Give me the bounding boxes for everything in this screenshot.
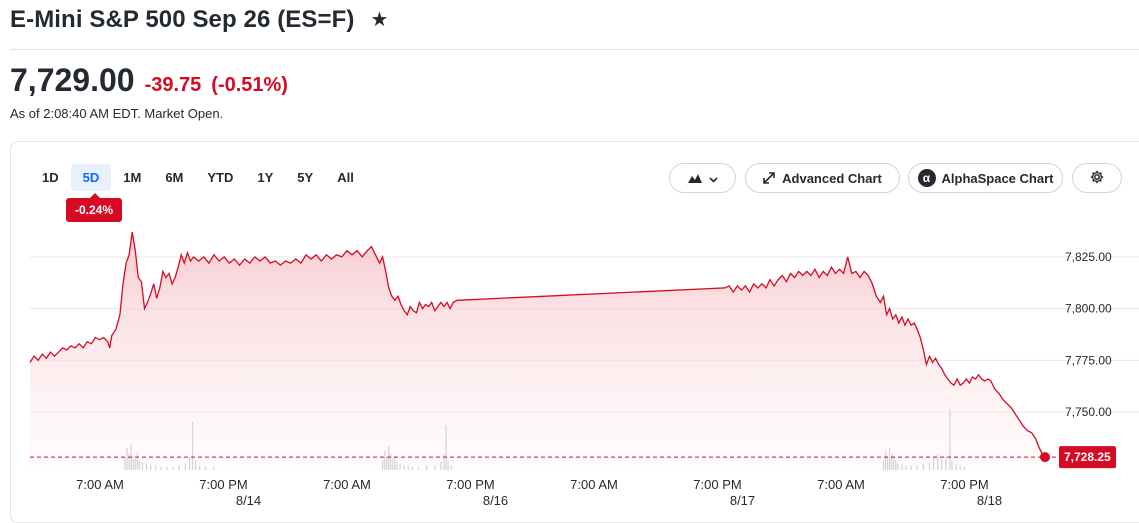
- y-tick-label: 7,775.00: [1065, 353, 1112, 367]
- advanced-chart-button[interactable]: Advanced Chart: [745, 163, 900, 193]
- last-price: 7,729.00: [10, 62, 135, 98]
- range-tab-6m[interactable]: 6M: [165, 170, 184, 185]
- range-change-badge: -0.24%: [66, 193, 122, 222]
- y-axis: 7,825.00 7,800.00 7,775.00 7,750.00: [1065, 250, 1112, 419]
- chevron-down-icon: [708, 171, 718, 186]
- last-price-dot: [1040, 452, 1050, 463]
- range-tab-all[interactable]: All: [337, 170, 354, 185]
- x-tick-label: 7:00 AM: [323, 477, 371, 492]
- price-change-percent: (-0.51%): [211, 74, 288, 96]
- x-tick-label: 7:00 PM: [693, 477, 741, 492]
- last-price-tag-text: 7,728.25: [1064, 450, 1111, 464]
- y-tick-label: 7,800.00: [1065, 302, 1112, 316]
- x-date-label: 8/18: [977, 493, 1002, 508]
- last-price-tag-bg: [1059, 446, 1116, 469]
- alphaspace-chart-button[interactable]: α AlphaSpace Chart: [908, 163, 1063, 193]
- page-title: E-Mini S&P 500 Sep 26 (ES=F): [10, 6, 355, 33]
- y-tick-label: 7,750.00: [1065, 405, 1112, 419]
- x-date-label: 8/16: [483, 493, 508, 508]
- range-tab-1d[interactable]: 1D: [42, 170, 59, 185]
- x-tick-label: 7:00 AM: [570, 477, 618, 492]
- expand-icon: [763, 172, 775, 184]
- last-price-tag: 7,728.25: [1059, 446, 1116, 469]
- header-divider: [10, 49, 1139, 50]
- alphaspace-icon: α: [917, 169, 936, 187]
- x-tick-label: 7:00 PM: [199, 477, 247, 492]
- range-tab-5y[interactable]: 5Y: [297, 170, 314, 185]
- advanced-chart-label: Advanced Chart: [782, 170, 882, 186]
- x-date-label: 8/17: [730, 493, 755, 508]
- star-icon[interactable]: ★: [370, 9, 389, 31]
- price-change: -39.75: [144, 74, 202, 96]
- price-area: [30, 232, 1045, 470]
- x-axis: 7:00 AM 7:00 PM8/147:00 AM 7:00 PM8/167:00…: [76, 477, 1002, 508]
- range-tabs: 1D 5D 1M 6M YTD 1Y 5Y All: [30, 164, 366, 191]
- x-tick-label: 7:00 PM: [446, 477, 494, 492]
- price-line: [29, 231, 1046, 458]
- range-tab-1y[interactable]: 1Y: [257, 170, 274, 185]
- chart-settings-button[interactable]: [1072, 163, 1122, 193]
- mountain-chart-icon: [687, 173, 702, 183]
- chart-type-button[interactable]: [669, 163, 736, 193]
- range-tab-1m[interactable]: 1M: [123, 170, 142, 185]
- x-tick-label: 7:00 AM: [817, 477, 865, 492]
- price-row: 7,729.00 -39.75 (-0.51%): [10, 62, 288, 99]
- range-tab-5d[interactable]: 5D: [70, 164, 112, 191]
- title-row: E-Mini S&P 500 Sep 26 (ES=F) ★: [10, 6, 388, 34]
- x-date-label: 8/14: [236, 493, 261, 508]
- gear-icon: [1090, 170, 1104, 187]
- alphaspace-chart-label: AlphaSpace Chart: [941, 170, 1054, 186]
- x-tick-label: 7:00 AM: [76, 477, 124, 492]
- range-tab-ytd[interactable]: YTD: [207, 170, 234, 185]
- y-tick-label: 7,825.00: [1065, 250, 1112, 264]
- as-of-timestamp: As of 2:08:40 AM EDT. Market Open.: [10, 106, 224, 121]
- x-tick-label: 7:00 PM: [940, 477, 988, 492]
